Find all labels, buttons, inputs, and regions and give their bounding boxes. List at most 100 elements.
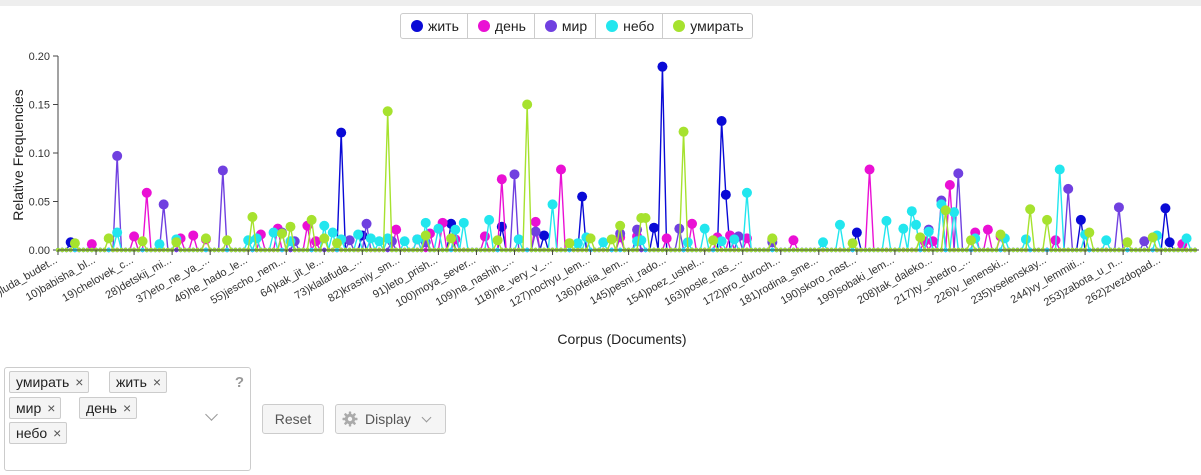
data-point[interactable] <box>361 218 372 229</box>
data-point[interactable] <box>539 230 550 241</box>
data-point[interactable] <box>112 150 123 161</box>
remove-tag-icon[interactable]: × <box>47 400 56 416</box>
data-point[interactable] <box>606 234 617 245</box>
data-point[interactable] <box>336 127 347 138</box>
data-point[interactable] <box>648 222 659 233</box>
data-point[interactable] <box>678 126 689 137</box>
data-point[interactable] <box>598 237 609 248</box>
data-point[interactable] <box>399 236 410 247</box>
data-point[interactable] <box>86 239 97 250</box>
data-point[interactable] <box>847 238 858 249</box>
data-point[interactable] <box>949 207 960 218</box>
data-point[interactable] <box>1101 235 1112 246</box>
data-point[interactable] <box>492 235 503 246</box>
data-point[interactable] <box>923 226 934 237</box>
data-point[interactable] <box>171 237 182 248</box>
reset-button[interactable]: Reset <box>262 404 324 434</box>
data-point[interactable] <box>1075 214 1086 225</box>
data-point[interactable] <box>268 227 279 238</box>
legend-item-zhit[interactable]: жить <box>401 14 467 38</box>
data-point[interactable] <box>420 230 431 241</box>
data-point[interactable] <box>222 235 233 246</box>
data-point[interactable] <box>446 233 457 244</box>
data-point[interactable] <box>834 219 845 230</box>
data-point[interactable] <box>344 235 355 246</box>
data-point[interactable] <box>1139 236 1150 247</box>
data-point[interactable] <box>982 224 993 235</box>
data-point[interactable] <box>137 236 148 247</box>
data-point[interactable] <box>716 115 727 126</box>
data-point[interactable] <box>657 61 668 72</box>
data-point[interactable] <box>247 212 258 223</box>
data-point[interactable] <box>420 217 431 228</box>
data-point[interactable] <box>154 239 165 250</box>
legend-item-umirat[interactable]: умирать <box>662 14 751 38</box>
data-point[interactable] <box>1164 237 1175 248</box>
data-point[interactable] <box>699 223 710 234</box>
legend-item-den[interactable]: день <box>466 14 534 38</box>
data-point[interactable] <box>458 217 469 228</box>
data-point[interactable] <box>1122 237 1133 248</box>
remove-tag-icon[interactable]: × <box>152 374 162 390</box>
data-point[interactable] <box>729 234 740 245</box>
data-point[interactable] <box>674 223 685 234</box>
data-point[interactable] <box>720 189 731 200</box>
data-point[interactable] <box>129 231 140 242</box>
data-point[interactable] <box>1113 202 1124 213</box>
data-point[interactable] <box>319 233 330 244</box>
data-point[interactable] <box>69 238 80 249</box>
data-point[interactable] <box>158 199 169 210</box>
data-point[interactable] <box>585 233 596 244</box>
data-point[interactable] <box>217 165 228 176</box>
help-icon[interactable]: ? <box>234 374 244 391</box>
data-point[interactable] <box>200 233 211 244</box>
data-point[interactable] <box>479 231 490 242</box>
data-point[interactable] <box>898 223 909 234</box>
data-point[interactable] <box>1054 164 1065 175</box>
remove-tag-icon[interactable]: × <box>75 374 84 390</box>
data-point[interactable] <box>944 180 955 191</box>
data-point[interactable] <box>112 227 123 238</box>
data-point[interactable] <box>412 234 423 245</box>
data-point[interactable] <box>661 233 672 244</box>
data-point[interactable] <box>522 99 533 110</box>
remove-tag-icon[interactable]: × <box>122 400 132 416</box>
legend-item-mir[interactable]: мир <box>533 14 595 38</box>
data-point[interactable] <box>391 224 402 235</box>
data-point[interactable] <box>577 191 588 202</box>
data-point[interactable] <box>509 169 520 180</box>
data-point[interactable] <box>708 235 719 246</box>
data-point[interactable] <box>496 174 507 185</box>
data-point[interactable] <box>353 229 364 240</box>
data-point[interactable] <box>382 233 393 244</box>
data-point[interactable] <box>995 229 1006 240</box>
data-point[interactable] <box>141 187 152 198</box>
data-point[interactable] <box>251 233 262 244</box>
data-point[interactable] <box>1063 183 1074 194</box>
data-point[interactable] <box>433 223 444 234</box>
data-point[interactable] <box>864 164 875 175</box>
data-point[interactable] <box>319 220 330 231</box>
data-point[interactable] <box>911 219 922 230</box>
data-point[interactable] <box>915 232 926 243</box>
data-point[interactable] <box>572 238 583 249</box>
data-point[interactable] <box>788 235 799 246</box>
data-point[interactable] <box>1042 214 1053 225</box>
data-point[interactable] <box>716 236 727 247</box>
data-point[interactable] <box>640 212 651 223</box>
data-point[interactable] <box>327 227 338 238</box>
data-point[interactable] <box>382 106 393 117</box>
data-point[interactable] <box>306 214 317 225</box>
data-point[interactable] <box>1147 232 1158 243</box>
data-point[interactable] <box>285 221 296 232</box>
data-point[interactable] <box>188 230 199 241</box>
data-point[interactable] <box>277 228 288 239</box>
term-selector[interactable]: умирать × жить × мир × день × небо × ? <box>4 367 251 471</box>
chevron-down-icon[interactable] <box>205 408 218 421</box>
data-point[interactable] <box>953 168 964 179</box>
data-point[interactable] <box>1020 234 1031 245</box>
data-point[interactable] <box>310 236 321 247</box>
data-point[interactable] <box>530 226 541 237</box>
data-point[interactable] <box>331 238 342 249</box>
data-point[interactable] <box>1160 203 1171 214</box>
